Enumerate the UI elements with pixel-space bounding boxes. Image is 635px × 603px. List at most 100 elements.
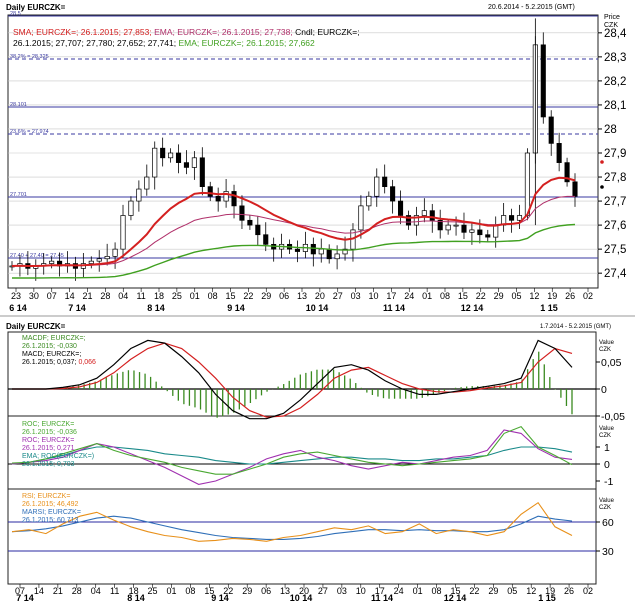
macd-line [12, 339, 573, 420]
candle-body [485, 234, 491, 238]
top-y-tick-label: 28 [604, 124, 617, 136]
top-x-tick-label: 08 [440, 291, 450, 301]
top-x-tick-label: 07 [47, 291, 57, 301]
top-x-month-label: 10 14 [306, 303, 329, 313]
fibonacci-label: 38.2% = 28.325 [10, 54, 49, 60]
top-x-tick-label: 23 [11, 291, 21, 301]
macd-legend-0: MACDF; EURCZK=; [22, 335, 86, 342]
top-axis-unit: Price CZK [604, 14, 620, 29]
top-x-month-label: 7 14 [68, 303, 86, 313]
top-chart-title: Daily EURCZK= [6, 3, 66, 12]
candle-body [445, 224, 451, 231]
top-x-tick-label: 30 [29, 291, 39, 301]
top-x-tick-label: 22 [243, 291, 253, 301]
candle-body [358, 205, 364, 231]
bottom-x-tick-label: 18 [129, 586, 139, 596]
candle-body [144, 176, 150, 190]
bottom-x-tick-label: 14 [34, 586, 44, 596]
rsi-y-tick-label: 30 [602, 546, 614, 558]
legend-candle: Cndl; EURCZK=; [295, 27, 360, 37]
candle-body [405, 215, 412, 226]
candle-body [548, 116, 554, 144]
bottom-x-tick-label: 07 [15, 586, 25, 596]
candle-body [413, 215, 419, 226]
candle-body [310, 243, 316, 255]
rsi-legend-1: 26.1.2015; 46,492 [22, 501, 79, 508]
candle-body [326, 248, 332, 260]
price-marker-black [600, 185, 604, 189]
bottom-x-tick-label: 11 [110, 586, 119, 596]
candle-body [509, 215, 515, 221]
candle-body [239, 205, 245, 221]
top-x-tick-label: 01 [190, 291, 200, 301]
bottom-x-tick-label: 08 [432, 586, 442, 596]
top-y-tick-label: 28,2 [604, 76, 626, 88]
bottom-x-tick-label: 28 [72, 586, 82, 596]
bottom-plot-frame [7, 331, 597, 585]
top-y-tick-label: 27,8 [604, 172, 626, 184]
bottom-x-month-label: 8 14 [127, 593, 145, 603]
candle-body [556, 143, 562, 163]
bottom-x-tick-label: 02 [583, 586, 593, 596]
candle-body [175, 152, 182, 163]
ema-red-line [11, 176, 576, 267]
candle-body [429, 210, 435, 221]
candle-body [112, 248, 118, 257]
top-x-tick-label: 08 [208, 291, 218, 301]
roc-purple-line [11, 429, 573, 485]
top-x-month-label: 1 15 [540, 303, 558, 313]
bottom-x-tick-label: 26 [564, 586, 574, 596]
roc-y-tick-label: -1 [604, 476, 613, 488]
bottom-x-tick-label: 22 [223, 586, 233, 596]
candle-body [247, 219, 253, 226]
fibonacci-label: 27.701 [10, 192, 27, 198]
price-marker-red [600, 160, 604, 164]
top-x-tick-label: 02 [583, 291, 593, 301]
macd-histogram [50, 351, 573, 418]
bottom-x-month-label: 10 14 [290, 593, 313, 603]
bottom-x-tick-label: 29 [488, 586, 498, 596]
legend-sma: SMA; EURCZK=; 26.1.2015; 27,853; [13, 27, 152, 37]
candle-body [516, 215, 523, 221]
top-y-tick-label: 27,6 [604, 220, 626, 232]
bottom-x-tick-label: 10 [356, 586, 366, 596]
candle-body [120, 215, 126, 250]
rsi-line [11, 501, 573, 542]
macd-y-tick-label: 0,05 [601, 357, 622, 369]
macd-legend-1: 26.1.2015; -0,030 [22, 343, 77, 350]
macd-y-tick-label: 0 [601, 384, 607, 396]
candle-body [524, 152, 530, 216]
bottom-x-month-label: 12 14 [444, 593, 467, 603]
candlestick-series [9, 18, 578, 281]
fibonacci-label: 27.40 + 27.40 = 27.45 [10, 253, 64, 259]
top-y-tick-label: 27,4 [604, 268, 627, 280]
legend-ema-green: EMA; EURCZK=; 26.1.2015; 27,662 [178, 38, 315, 48]
fibonacci-label: 23.6% = 27.974 [10, 129, 49, 135]
top-x-tick-label: 27 [333, 291, 343, 301]
top-x-tick-label: 25 [172, 291, 182, 301]
roc-legend-0: ROC; EURCZK= [22, 421, 75, 428]
roc-legend-3: 26.1.2015; 0,271 [22, 445, 75, 452]
top-x-month-label: 12 14 [461, 303, 484, 313]
macd-legend: MACDF; EURCZK=; 26.1.2015; -0,030 MACD; … [22, 335, 96, 367]
macd-legend-2: MACD; EURCZK=; [22, 351, 82, 358]
roc-legend: ROC; EURCZK= 26.1.2015; -0,036 ROC; EURC… [22, 421, 94, 469]
bottom-x-month-label: 11 14 [371, 593, 393, 603]
bottom-x-tick-label: 24 [394, 586, 404, 596]
top-y-tick-label: 28,1 [604, 100, 626, 112]
fibonacci-label: 28.101 [10, 102, 27, 108]
top-x-tick-label: 11 [136, 291, 145, 301]
candle-body [477, 229, 483, 236]
bottom-chart-title: Daily EURCZK= [6, 322, 66, 331]
bottom-x-tick-label: 06 [261, 586, 271, 596]
top-y-tick-label: 27,9 [604, 148, 626, 160]
fibonacci-label: 28.5 [10, 11, 21, 17]
candle-body [199, 157, 205, 187]
candle-body [461, 224, 467, 233]
candle-body [294, 248, 301, 252]
roc-y-tick-label: 1 [604, 442, 610, 454]
candle-body [493, 224, 499, 238]
top-legend-row1: SMA; EURCZK=; 26.1.2015; 27,853; EMA; EU… [13, 27, 360, 38]
rsi-legend-0: RSI; EURCZK= [22, 493, 71, 500]
